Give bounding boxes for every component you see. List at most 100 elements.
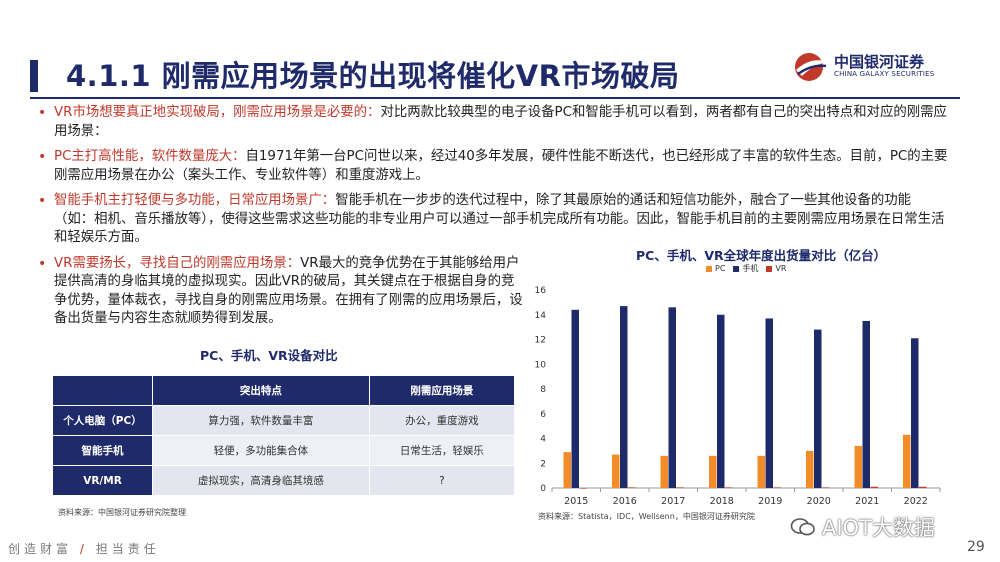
table-row-header: 智能手机 <box>52 435 153 466</box>
y-tick-label: 6 <box>540 410 546 420</box>
y-tick-label: 16 <box>535 286 547 296</box>
legend-swatch <box>766 265 773 272</box>
logo-chinese-name: 中国银河证券 <box>834 53 925 71</box>
bullet-item: VR需要扬长，寻找自己的刚需应用场景：VR最大的竞争优势在于其能够给用户提供高清… <box>34 255 524 329</box>
bullet-highlight: VR市场想要真正地实现破局，刚需应用场景是必要的： <box>54 105 381 120</box>
bar-pc <box>660 455 668 488</box>
table-header-cell: 刚需应用场景 <box>368 375 516 406</box>
x-tick-label: 2016 <box>613 496 637 507</box>
title-divider <box>30 97 960 99</box>
y-tick-label: 0 <box>540 484 546 494</box>
y-tick-label: 8 <box>540 385 546 395</box>
bullet-text: 智能手机在一步步的迭代过程中，除了其最原始的通话和短信功能外，融合了一些其他设备… <box>54 193 945 245</box>
bullet-item: VR市场想要真正地实现破局，刚需应用场景是必要的：对比两款比较典型的电子设备PC… <box>34 104 949 141</box>
bar-phone <box>717 314 725 488</box>
y-tick-label: 2 <box>540 459 546 469</box>
table-cell: ? <box>368 465 516 496</box>
bullet-highlight: 智能手机主打轻便与多功能，日常应用场景广： <box>54 193 336 208</box>
x-tick-label: 2019 <box>758 496 782 507</box>
legend-item: 手机 <box>733 263 758 274</box>
page-title: 4.1.1 刚需应用场景的出现将催化VR市场破局 <box>66 59 680 93</box>
table-cell: 日常生活，轻娱乐 <box>368 435 516 466</box>
x-tick-label: 2022 <box>904 496 928 507</box>
bar-vr <box>579 488 587 489</box>
shipment-bar-chart: 0 2 4 6 8 10 12 14 16 2015 2016 2017 2018 2019 2020 202… <box>535 286 941 507</box>
bar-vr <box>822 487 830 488</box>
bullet-highlight: VR需要扬长，寻找自己的刚需应用场景： <box>54 255 301 271</box>
bullet-text: VR最大的竞争优势在于其能够给用户提供高清的身临其境的虚拟现实。因此VR的破局，… <box>54 255 523 327</box>
bar-pc <box>806 450 814 488</box>
x-tick-label: 2018 <box>710 496 734 507</box>
table-header-cell: 突出特点 <box>152 375 370 406</box>
table-cell: 轻便，多功能集合体 <box>152 435 370 466</box>
bar-phone <box>862 320 870 488</box>
bar-phone <box>620 306 628 488</box>
chart-title: PC、手机、VR全球年度出货量对比（亿台） <box>636 248 887 263</box>
bar-vr <box>919 486 927 488</box>
footer-slogan: 创造财富 / 担当责任 <box>8 540 160 557</box>
bar-phone <box>911 338 919 488</box>
legend-swatch <box>706 265 712 272</box>
watermark-text: AIOT大数据 <box>822 516 935 540</box>
y-tick-label: 12 <box>535 336 546 346</box>
y-tick-label: 4 <box>540 435 546 445</box>
bar-pc <box>709 455 717 488</box>
bar-phone <box>814 329 822 488</box>
legend-label: 手机 <box>742 264 759 273</box>
wechat-icon <box>790 518 815 536</box>
bar-vr <box>676 487 684 488</box>
bar-pc <box>612 454 620 488</box>
bar-phone <box>571 309 579 488</box>
table-source-note: 资料来源：中国银河证券研究院整理 <box>58 508 186 517</box>
bar-pc <box>854 445 862 488</box>
table-row: VR/MR 虚拟现实，高清身临其境感 ? <box>52 465 516 496</box>
legend-label: PC <box>715 264 726 273</box>
bar-vr <box>773 487 781 488</box>
logo-english-name: CHINA GALAXY SECURITIES <box>834 70 935 78</box>
table-row: 个人电脑（PC） 算力强，软件数量丰富 办公，重度游戏 <box>52 405 516 436</box>
table-header-cell <box>52 375 153 406</box>
legend-item: VR <box>766 263 786 274</box>
bullet-item: PC主打高性能，软件数量庞大：自1971年第一台PC问世以来，经过40多年发展，… <box>34 148 949 185</box>
bar-pc <box>757 455 765 488</box>
table-title: PC、手机、VR设备对比 <box>200 348 338 363</box>
table-row: 智能手机 轻便，多功能集合体 日常生活，轻娱乐 <box>52 435 516 466</box>
y-tick-label: 14 <box>535 311 547 321</box>
y-tick-label: 10 <box>535 360 547 370</box>
bar-pc <box>903 434 911 488</box>
legend-swatch <box>733 265 740 272</box>
bullet-list: VR市场想要真正地实现破局，刚需应用场景是必要的：对比两款比较典型的电子设备PC… <box>34 104 949 336</box>
table-cell: 虚拟现实，高清身临其境感 <box>152 465 370 496</box>
title-accent-bar <box>30 60 38 92</box>
x-tick-label: 2015 <box>564 496 588 507</box>
bullet-text: 自1971年第一台PC问世以来，经过40多年发展，硬件性能不断迭代，也已经形成了… <box>54 149 948 183</box>
bar-vr <box>628 487 636 488</box>
legend-label: VR <box>775 264 787 273</box>
chart-legend: PC 手机 VR <box>706 263 786 274</box>
x-tick-label: 2020 <box>807 496 831 507</box>
table-header-row: 突出特点 刚需应用场景 <box>52 375 516 406</box>
bar-phone <box>668 307 676 488</box>
bar-vr <box>725 487 733 488</box>
table-row-header: VR/MR <box>52 465 153 496</box>
bullet-item: 智能手机主打轻便与多功能，日常应用场景广：智能手机在一步步的迭代过程中，除了其最… <box>34 192 949 248</box>
bar-pc <box>563 452 571 488</box>
page-number: 29 <box>967 539 985 555</box>
x-tick-label: 2017 <box>661 496 685 507</box>
comparison-table: 突出特点 刚需应用场景 个人电脑（PC） 算力强，软件数量丰富 办公，重度游戏 … <box>52 375 516 496</box>
bullet-highlight: PC主打高性能，软件数量庞大： <box>54 149 246 164</box>
slogan-right: 担当责任 <box>95 542 160 556</box>
chart-source-note: 资料来源：Statista，IDC，Wellsenn，中国银河证券研究院 <box>538 512 755 521</box>
table-row-header: 个人电脑（PC） <box>52 405 153 436</box>
galaxy-logo-icon <box>795 53 828 81</box>
slogan-left: 创造财富 <box>8 542 73 556</box>
legend-item: PC <box>706 263 725 274</box>
table-cell: 办公，重度游戏 <box>368 405 516 436</box>
wechat-watermark: AIOT大数据 <box>790 512 935 542</box>
company-logo: 中国银河证券 CHINA GALAXY SECURITIES <box>792 48 962 88</box>
bar-phone <box>765 318 773 488</box>
bar-vr <box>870 486 878 488</box>
bullet-text: 对比两款比较典型的电子设备PC和智能手机可以看到，两者都有自己的突出特点和对应的… <box>54 105 947 139</box>
x-tick-label: 2021 <box>855 496 879 507</box>
slogan-separator: / <box>79 542 88 556</box>
